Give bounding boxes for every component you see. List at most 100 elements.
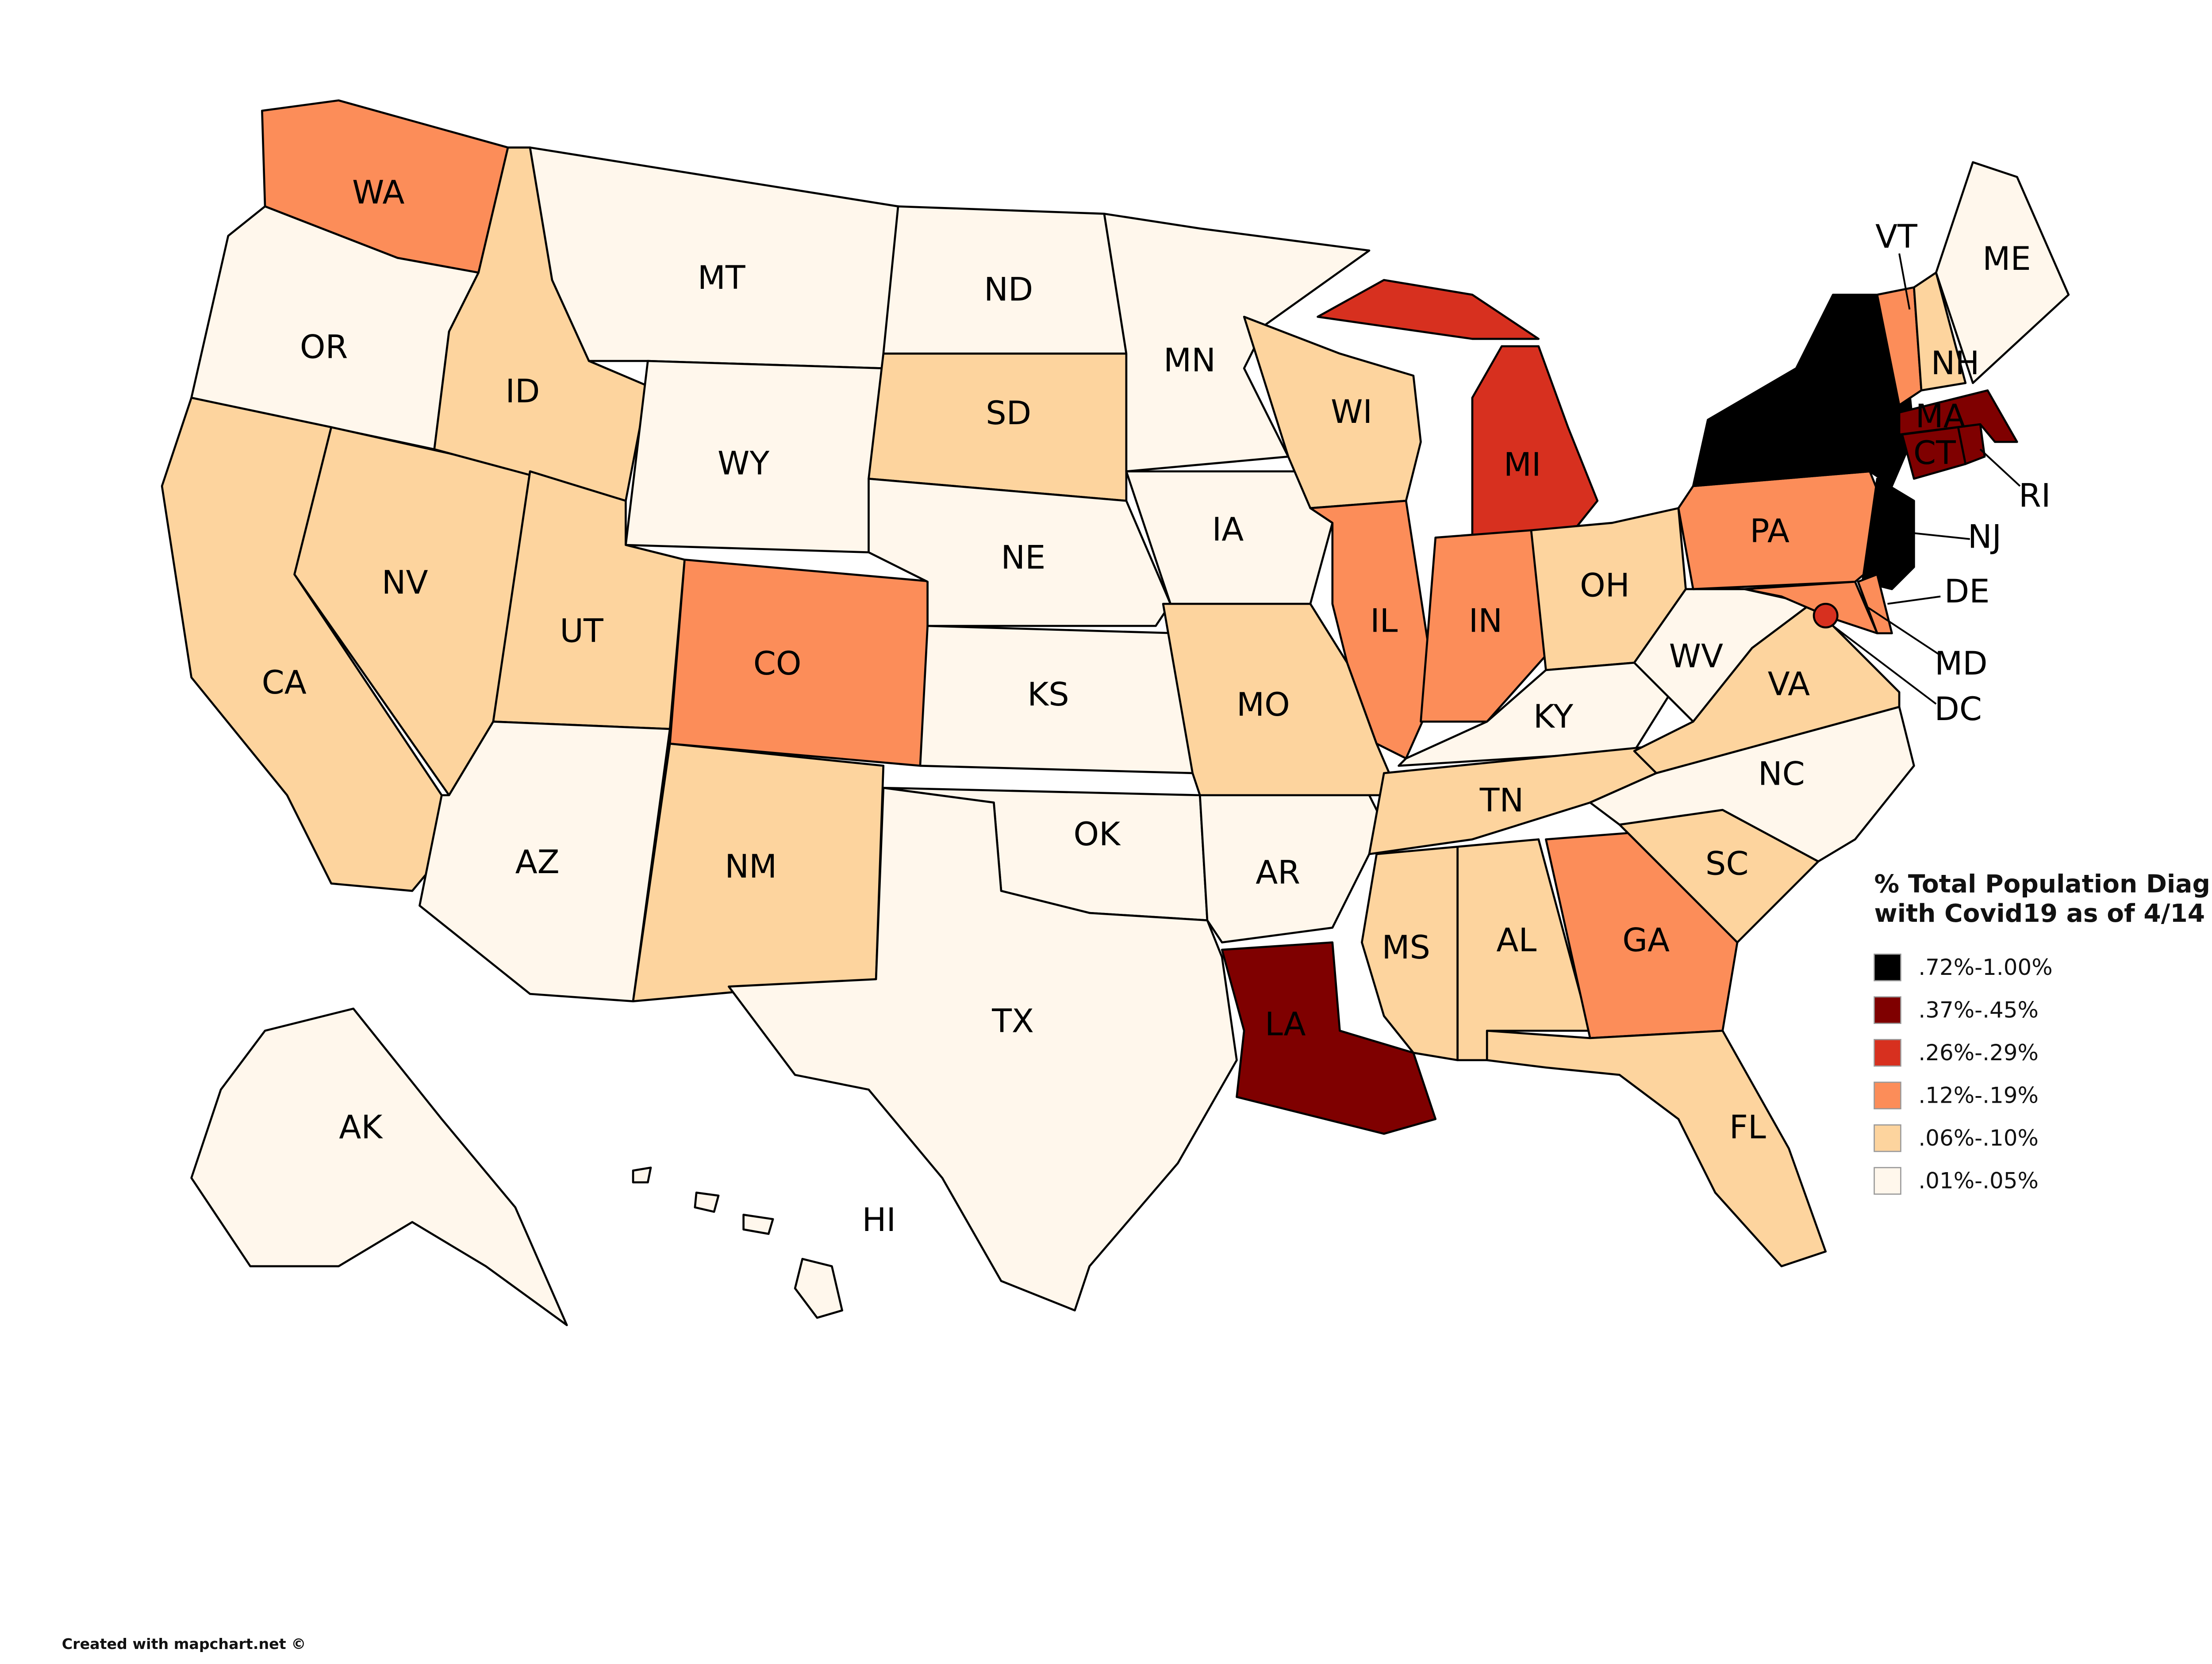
state-shape <box>1861 477 1915 590</box>
state-shape <box>1935 161 2070 384</box>
state-label: AL <box>1496 922 1536 959</box>
state-label: NV <box>382 564 428 602</box>
state-label: PA <box>1750 512 1790 550</box>
state-shape <box>1103 212 1371 472</box>
leader-line <box>1832 625 1937 705</box>
legend: .72%-1.00% .37%-.45% .26%-.29% .12%-.19% .06… <box>1874 953 2053 1195</box>
state-shape <box>728 786 1238 1311</box>
state-shape <box>694 1192 720 1213</box>
state-label: TN <box>1479 782 1524 819</box>
state-label: VA <box>1768 666 1810 703</box>
state-shape <box>419 721 671 1003</box>
state-label: TX <box>991 1003 1034 1040</box>
state-shape <box>794 1258 843 1319</box>
legend-swatch <box>1874 1167 1901 1195</box>
state-label: SD <box>986 395 1031 432</box>
state-shape <box>1913 272 1967 391</box>
state-label: NE <box>1001 539 1045 576</box>
state-label: CT <box>1913 434 1956 472</box>
state-label: LA <box>1265 1005 1306 1043</box>
state-label: AZ <box>515 844 560 881</box>
state-label: CA <box>262 664 307 702</box>
state-shape <box>1317 279 1540 340</box>
legend-title-line: with Covid19 as of 4/14 <box>1874 899 2205 928</box>
state-label: MT <box>698 259 745 297</box>
state-shape <box>1243 315 1422 510</box>
state-shape <box>1813 602 1839 629</box>
state-shape <box>190 1008 568 1327</box>
state-label: ME <box>1982 240 2031 278</box>
state-label: SC <box>1705 845 1749 883</box>
leader-line <box>1914 532 1970 540</box>
state-label: ND <box>984 271 1033 309</box>
legend-title-line: % Total Population Diagnosed <box>1874 869 2212 898</box>
legend-swatch <box>1874 953 1901 982</box>
state-label: IA <box>1212 511 1244 548</box>
state-label: OH <box>1580 567 1630 605</box>
state-label: WA <box>352 174 404 211</box>
state-label: WV <box>1669 637 1723 675</box>
state-shape <box>668 558 936 767</box>
state-shape <box>1743 580 1878 635</box>
state-label: WY <box>718 445 769 482</box>
state-label: GA <box>1622 922 1670 959</box>
state-label: AR <box>1256 854 1300 892</box>
leader-line <box>1979 449 2021 487</box>
legend-label: .12%-.19% <box>1918 1083 2039 1108</box>
state-label: MS <box>1382 929 1430 966</box>
state-shape <box>1420 529 1547 723</box>
state-label: OR <box>300 328 348 366</box>
state-label: MO <box>1237 686 1290 724</box>
state-label: MD <box>1935 645 1988 682</box>
legend-label: .01%-.05% <box>1918 1168 2039 1194</box>
state-shape <box>1486 1029 1827 1268</box>
state-shape <box>1221 941 1437 1135</box>
state-label: AK <box>339 1108 383 1146</box>
state-label: OK <box>1074 816 1121 853</box>
state-label: DE <box>1944 573 1990 610</box>
leader-line <box>1898 253 1911 310</box>
state-label: MI <box>1504 446 1541 484</box>
legend-label: .26%-.29% <box>1918 1040 2039 1066</box>
state-label: FL <box>1729 1108 1766 1146</box>
state-label: KS <box>1027 676 1069 713</box>
state-label: RI <box>2019 477 2051 515</box>
state-shapes <box>161 99 2070 1327</box>
state-shape <box>1545 831 1739 1039</box>
state-label: ID <box>505 372 540 410</box>
state-label: HI <box>862 1201 896 1239</box>
legend-swatch <box>1874 996 1901 1024</box>
state-label: NJ <box>1968 518 2001 556</box>
state-shape <box>1125 470 1334 605</box>
state-label: IL <box>1370 602 1398 640</box>
state-label: CO <box>753 645 802 682</box>
credit: Created with mapchart.net © <box>62 1635 306 1652</box>
state-shape <box>868 477 1172 627</box>
state-shape <box>1898 389 2018 443</box>
state-shape <box>1309 499 1437 759</box>
legend-swatch <box>1874 1124 1901 1152</box>
state-shape <box>742 1213 774 1235</box>
state-label: NC <box>1758 755 1805 793</box>
legend-label: .06%-.10% <box>1918 1125 2039 1151</box>
state-label: NH <box>1931 345 1980 382</box>
state-label: WI <box>1331 393 1372 431</box>
legend-label: .72%-1.00% <box>1918 955 2052 980</box>
leader-line <box>1887 595 1941 605</box>
state-label: MA <box>1916 398 1966 435</box>
leader-line <box>1866 606 1941 656</box>
legend-swatch <box>1874 1039 1901 1067</box>
state-labels: WA OR CA NV ID MT WY UT AZ CO NM ND SD NE KS OK TX MN IA MO… <box>262 174 2051 1239</box>
state-label: UT <box>560 613 603 650</box>
state-label: DC <box>1934 690 1982 728</box>
state-shape <box>1957 423 1986 465</box>
state-label: VT <box>1875 218 1917 256</box>
state-shape <box>1198 794 1385 943</box>
legend-label: .37%-.45% <box>1918 997 2039 1023</box>
state-label: KY <box>1533 698 1573 736</box>
state-label: IN <box>1469 602 1502 640</box>
state-shape <box>632 1166 652 1184</box>
legend-swatch <box>1874 1081 1901 1109</box>
